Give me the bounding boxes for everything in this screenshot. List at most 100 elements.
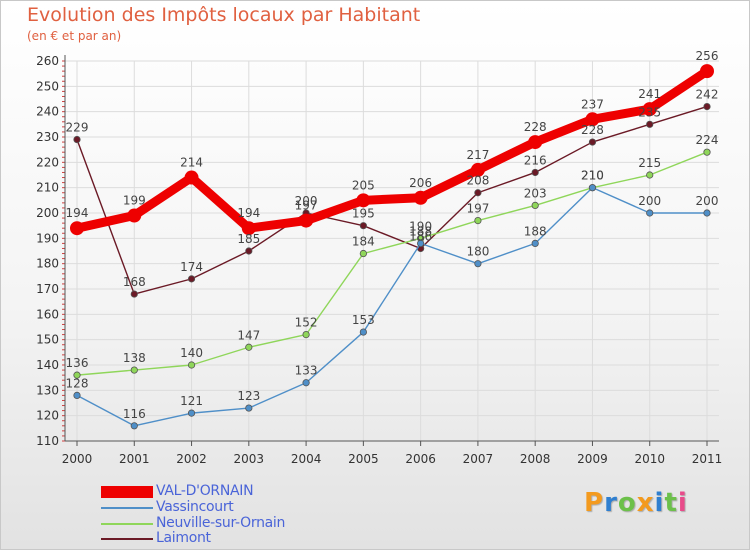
y-tick-label: 240 (36, 105, 59, 119)
data-label: 188 (409, 224, 432, 238)
data-label: 200 (638, 194, 661, 208)
data-label: 180 (466, 245, 489, 259)
data-point (359, 328, 367, 336)
data-point (187, 275, 196, 283)
data-label: 116 (123, 407, 146, 421)
data-label: 197 (466, 202, 489, 216)
y-tick-label: 220 (36, 155, 59, 169)
data-point (299, 213, 314, 228)
legend-swatch (101, 538, 153, 540)
data-point (73, 135, 81, 144)
x-tick-label: 2009 (577, 452, 608, 466)
y-tick-label: 130 (36, 383, 59, 397)
data-label: 152 (295, 316, 318, 330)
data-point (245, 404, 253, 412)
y-tick-label: 200 (36, 206, 59, 220)
y-tick-label: 140 (36, 358, 59, 372)
logo-letter: x (636, 488, 655, 518)
data-label: 200 (696, 194, 719, 208)
data-label: 256 (696, 49, 719, 63)
data-label: 153 (352, 313, 375, 327)
data-point (646, 209, 654, 217)
x-tick-label: 2008 (520, 452, 551, 466)
data-label: 242 (696, 88, 719, 102)
logo-letter: i (677, 488, 688, 518)
data-label: 195 (352, 207, 375, 221)
x-tick-label: 2006 (405, 452, 436, 466)
data-point (531, 168, 539, 177)
data-label: 128 (66, 376, 89, 390)
data-point (474, 260, 482, 268)
data-point (359, 222, 367, 230)
series-lines (70, 64, 714, 430)
y-tick-label: 120 (36, 409, 59, 423)
legend-swatch (101, 523, 153, 525)
data-label: 197 (295, 199, 318, 213)
data-labels: 229 168 174 185 200 195 186 208 216 228 235 242 136 1… (66, 49, 719, 421)
data-label: 214 (180, 156, 203, 170)
data-label: 235 (638, 105, 661, 119)
data-point (588, 184, 597, 192)
data-point (703, 209, 711, 217)
data-point (474, 217, 482, 225)
data-label: 168 (123, 275, 146, 289)
x-tick-label: 2007 (463, 452, 494, 466)
data-point (588, 138, 597, 146)
data-label: 133 (295, 364, 318, 378)
data-label: 237 (581, 97, 604, 111)
data-label: 210 (581, 169, 604, 183)
data-point (531, 201, 539, 209)
y-tick-label: 230 (36, 130, 59, 144)
data-point (241, 221, 256, 236)
data-point (73, 391, 81, 399)
data-point (646, 171, 654, 179)
chart-title: Evolution des Impôts locaux par Habitant (27, 4, 421, 26)
data-point (470, 162, 485, 177)
data-point (187, 361, 196, 369)
data-label: 185 (237, 232, 260, 246)
data-label: 138 (123, 351, 146, 365)
legend-label: VAL-D'ORNAIN (156, 483, 254, 499)
data-label: 228 (524, 120, 547, 134)
data-label: 188 (524, 224, 547, 238)
data-point (359, 249, 367, 258)
data-label: 205 (352, 178, 375, 192)
series-line (72, 66, 712, 233)
y-tick-label: 170 (36, 282, 59, 296)
data-label: 184 (352, 235, 375, 249)
legend-item-vassincourt: Vassincourt (101, 499, 361, 515)
data-label: 194 (237, 206, 260, 220)
data-point (302, 379, 310, 387)
data-point (528, 135, 543, 150)
data-label: 194 (66, 206, 89, 220)
x-tick-label: 2011 (692, 452, 723, 466)
data-label: 229 (66, 121, 89, 135)
logo-letter: o (617, 488, 637, 518)
x-tick-label: 2002 (176, 452, 207, 466)
x-tick-label: 2005 (348, 452, 379, 466)
data-point (245, 343, 253, 351)
y-tick-label: 160 (36, 307, 59, 321)
data-point (70, 221, 84, 236)
legend-swatch (101, 486, 153, 498)
data-point (700, 64, 714, 79)
data-label: 174 (180, 260, 203, 274)
data-label: 199 (123, 194, 146, 208)
legend-item-val-dornain: VAL-D'ORNAIN (101, 483, 361, 499)
data-point (531, 239, 539, 247)
data-label: 186 (409, 229, 432, 243)
data-point (127, 208, 142, 223)
data-label: 216 (524, 153, 547, 167)
legend-label: Laimont (156, 530, 211, 546)
logo-letter: P (584, 488, 605, 518)
data-label: 208 (466, 174, 489, 188)
chart-subtitle: (en € et par an) (27, 29, 122, 43)
data-label: 206 (409, 176, 432, 190)
axes: 110 120 130 140 150 160 170 180 190 200 210 220 230 2… (36, 54, 722, 466)
data-label: 215 (638, 156, 661, 170)
y-tick-label: 180 (36, 257, 59, 271)
data-point (302, 330, 310, 339)
data-point (187, 409, 196, 417)
y-tick-label: 260 (36, 54, 59, 68)
